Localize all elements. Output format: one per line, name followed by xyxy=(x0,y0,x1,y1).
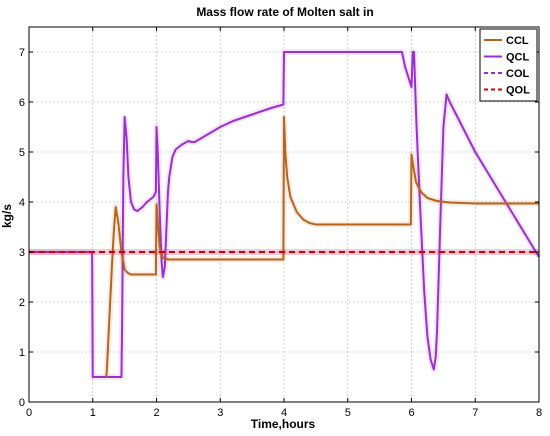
y-tick-label-5: 5 xyxy=(19,147,25,159)
legend-label-qcl: QCL xyxy=(506,52,530,64)
series-qcl-line xyxy=(29,51,540,378)
x-tick-label-8: 8 xyxy=(536,407,542,419)
y-axis: 0 1 2 3 4 5 6 7 xyxy=(19,47,539,409)
x-tick-label-1: 1 xyxy=(90,407,96,419)
y-tick-label-1: 1 xyxy=(19,347,25,359)
chart-title: Mass flow rate of Molten salt in xyxy=(196,5,373,19)
y-tick-label-7: 7 xyxy=(19,47,25,59)
x-tick-label-5: 5 xyxy=(345,407,351,419)
y-axis-label: kg/s xyxy=(0,204,14,228)
x-tick-label-6: 6 xyxy=(408,407,414,419)
series-layer xyxy=(29,49,542,380)
y-tick-label-6: 6 xyxy=(19,97,25,109)
legend-label-col: COL xyxy=(506,68,530,80)
series-ccl-line xyxy=(105,116,539,378)
y-tick-label-0: 0 xyxy=(19,397,25,409)
x-tick-label-3: 3 xyxy=(217,407,223,419)
legend: CCL QCL COL QOL xyxy=(479,28,538,102)
legend-label-qol: QOL xyxy=(506,85,530,97)
y-tick-label-3: 3 xyxy=(19,247,25,259)
x-axis-label: Time,hours xyxy=(251,417,316,431)
x-axis: 0 1 2 3 4 5 6 7 8 xyxy=(26,27,542,419)
x-tick-label-7: 7 xyxy=(472,407,478,419)
x-tick-label-2: 2 xyxy=(153,407,159,419)
x-tick-label-0: 0 xyxy=(26,407,32,419)
y-tick-label-4: 4 xyxy=(19,197,25,209)
y-tick-label-2: 2 xyxy=(19,297,25,309)
legend-label-ccl: CCL xyxy=(506,35,529,47)
x-tick-label-4: 4 xyxy=(281,407,287,419)
